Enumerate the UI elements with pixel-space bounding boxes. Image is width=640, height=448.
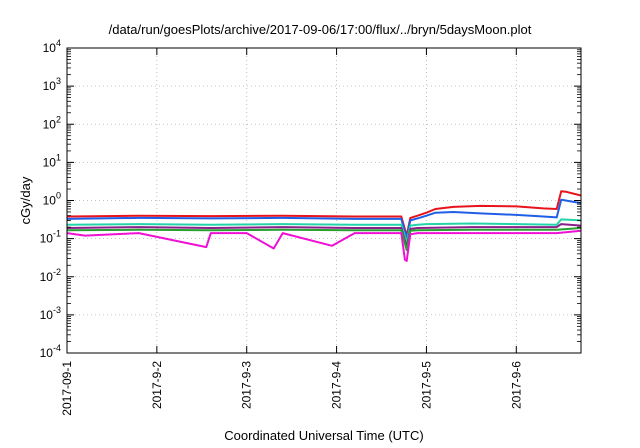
y-tick-label: 102: [43, 114, 61, 131]
y-tick-label: 10-3: [40, 305, 61, 322]
x-axis-label: Coordinated Universal Time (UTC): [224, 428, 423, 443]
y-tick-label: 100: [43, 191, 61, 208]
y-tick-labels: 10-4 10-3 10-2 10-1 100 101 102 103 104: [40, 38, 61, 360]
x-tick-label: 2017-09-1: [60, 361, 74, 416]
x-tick-label: 2017-9-5: [419, 361, 433, 409]
gridlines: [66, 47, 581, 354]
x-tick-labels: 2017-09-1 2017-9-2 2017-9-3 2017-9-4 2017-9-…: [60, 361, 523, 416]
y-tick-label: 10-2: [40, 267, 61, 284]
x-tick-label: 2017-9-4: [330, 361, 344, 409]
tick-marks: [66, 47, 581, 354]
series-line: [66, 190, 582, 237]
series-line: [66, 229, 582, 262]
series-line: [66, 218, 582, 244]
y-axis-label: cGy/day: [18, 176, 33, 224]
series-layer: [66, 190, 582, 262]
x-tick-label: 2017-9-2: [150, 361, 164, 409]
y-tick-label: 104: [43, 38, 61, 55]
series-line: [66, 198, 582, 240]
x-tick-label: 2017-9-3: [240, 361, 254, 409]
series-line: [66, 227, 582, 252]
y-tick-label: 103: [43, 76, 61, 93]
x-tick-label: 2017-9-6: [509, 361, 523, 409]
y-tick-label: 101: [43, 152, 61, 169]
y-tick-label: 10-1: [40, 229, 61, 246]
y-tick-label: 10-4: [40, 343, 61, 360]
chart-title: /data/run/goesPlots/archive/2017-09-06/1…: [108, 22, 532, 37]
